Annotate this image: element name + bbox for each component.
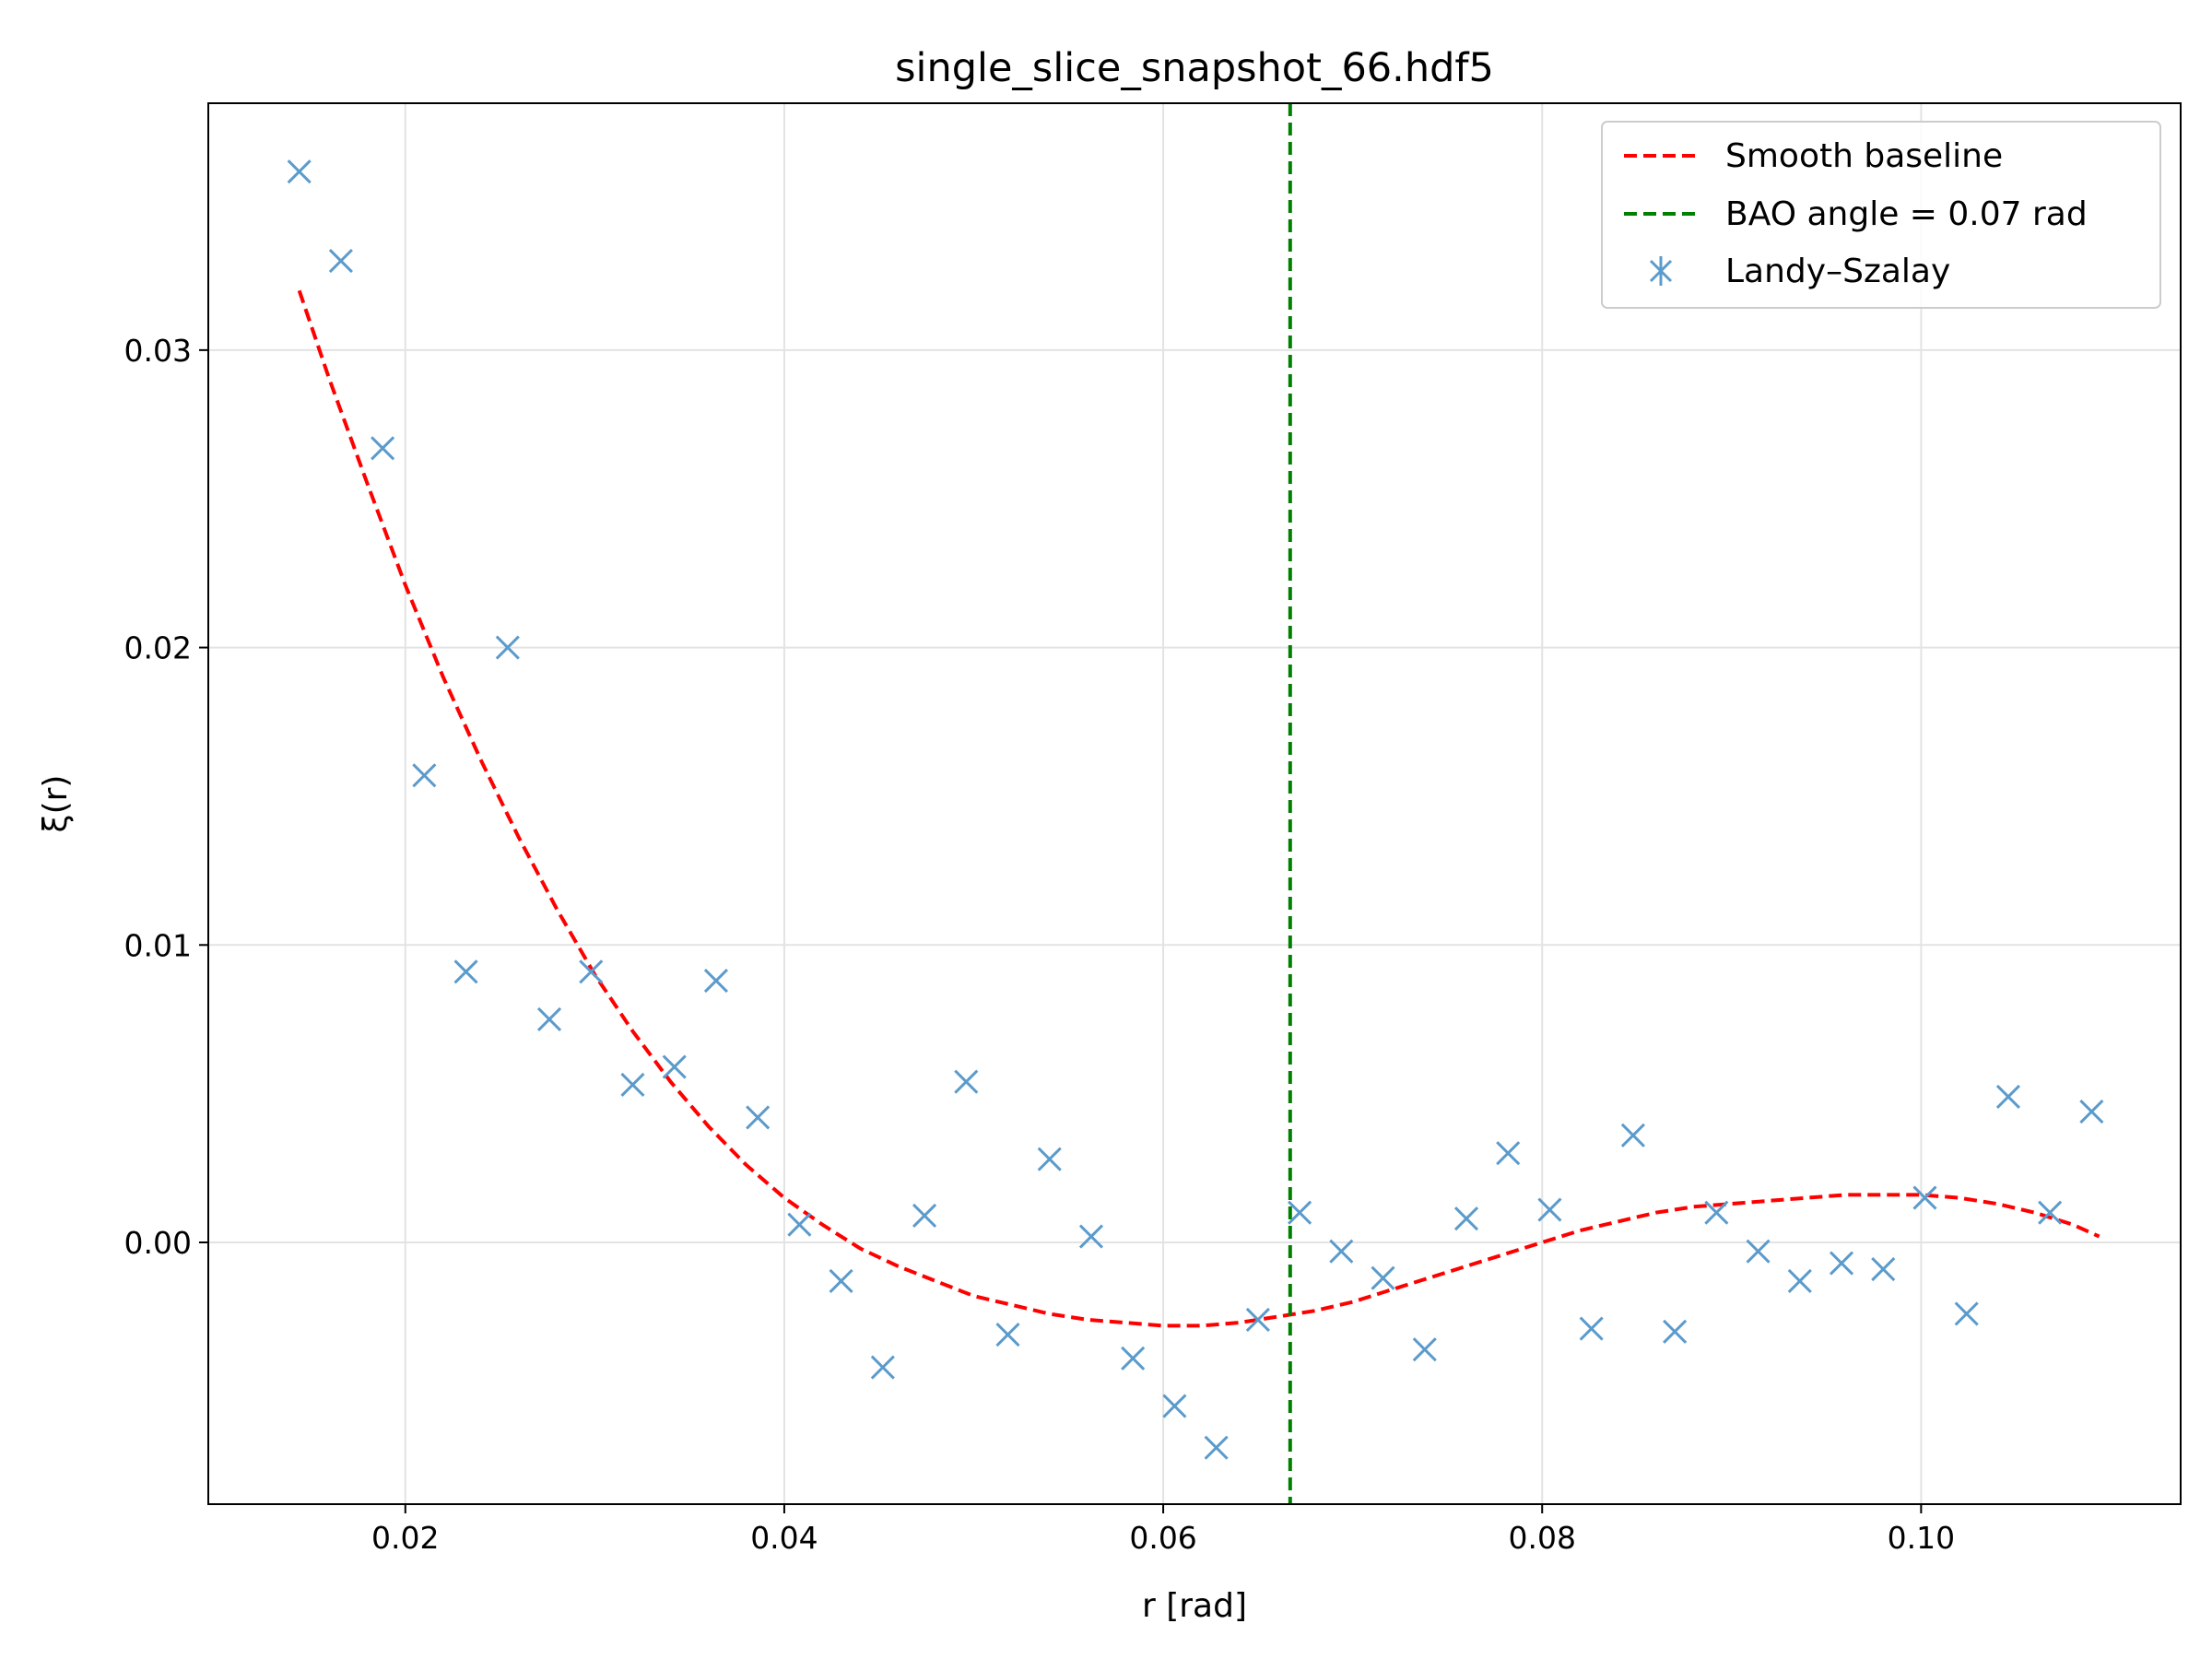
data-point — [453, 959, 478, 984]
data-point — [746, 1105, 771, 1130]
x-tick-label: 0.06 — [1129, 1520, 1196, 1556]
x-tick-label: 0.10 — [1888, 1520, 1955, 1556]
legend-label-points: Landy–Szalay — [1725, 253, 1950, 290]
grid-lines — [208, 103, 2181, 1504]
x-tick-label: 0.02 — [371, 1520, 439, 1556]
data-point — [2079, 1099, 2104, 1124]
data-point — [787, 1212, 812, 1237]
data-point — [1704, 1200, 1729, 1225]
data-point — [662, 1054, 687, 1079]
legend-label-bao: BAO angle = 0.07 rad — [1725, 195, 2088, 233]
plot-frame — [207, 102, 2182, 1505]
data-point — [495, 635, 520, 660]
data-point — [371, 436, 395, 461]
data-point — [2038, 1200, 2063, 1225]
data-point — [1453, 1206, 1479, 1231]
legend-swatch-points — [1649, 256, 1673, 286]
plot-background — [208, 103, 2181, 1504]
data-point — [1329, 1239, 1354, 1264]
chart-title: single_slice_snapshot_66.hdf5 — [895, 45, 1494, 91]
data-point — [1995, 1084, 2020, 1109]
data-point — [703, 968, 728, 994]
legend-box — [1601, 121, 2161, 309]
data-point — [1579, 1316, 1604, 1341]
data-point — [995, 1322, 1020, 1347]
data-point — [1746, 1239, 1771, 1264]
data-point — [1787, 1268, 1812, 1294]
data-point — [1912, 1185, 1937, 1210]
y-axis-label: ξ(r) — [37, 775, 75, 833]
data-point — [536, 1006, 562, 1032]
x-axis-ticks: 0.02 0.04 0.06 0.08 0.10 — [371, 1504, 1955, 1556]
data-layer — [287, 103, 2104, 1504]
data-point — [412, 763, 437, 788]
x-tick-label: 0.04 — [750, 1520, 818, 1556]
x-axis-label: r [rad] — [1142, 1587, 1247, 1625]
data-point — [1245, 1307, 1270, 1332]
data-point — [1663, 1319, 1688, 1344]
data-point — [579, 959, 604, 984]
data-point — [1288, 1200, 1312, 1225]
data-point — [1162, 1394, 1187, 1418]
x-tick-label: 0.08 — [1508, 1520, 1575, 1556]
y-tick-label: 0.00 — [124, 1225, 192, 1261]
data-point — [1078, 1224, 1104, 1249]
data-point — [1204, 1435, 1229, 1460]
data-point — [287, 159, 312, 184]
legend: Smooth baseline BAO angle = 0.07 rad Lan… — [1601, 121, 2161, 309]
y-tick-label: 0.02 — [124, 630, 192, 666]
data-point — [1871, 1256, 1896, 1282]
y-tick-label: 0.03 — [124, 333, 192, 369]
data-point — [1954, 1301, 1979, 1326]
data-point — [870, 1355, 895, 1380]
y-tick-label: 0.01 — [124, 927, 192, 963]
data-point — [829, 1268, 853, 1294]
data-point — [1537, 1197, 1562, 1222]
data-point — [912, 1203, 937, 1229]
y-axis-ticks: 0.00 0.01 0.02 0.03 — [124, 333, 208, 1261]
data-point — [620, 1072, 645, 1098]
landy-szalay-series — [287, 159, 2104, 1460]
data-point — [1371, 1265, 1395, 1290]
data-point — [328, 248, 353, 274]
data-point — [1496, 1141, 1521, 1166]
data-point — [1121, 1346, 1146, 1371]
plot-area: 0.02 0.04 0.06 0.08 0.10 0.00 0.01 0.02 0.03 — [124, 102, 2182, 1556]
data-point — [1412, 1337, 1437, 1362]
data-point — [1620, 1123, 1645, 1147]
data-point — [1829, 1251, 1854, 1276]
legend-label-baseline: Smooth baseline — [1725, 137, 2003, 175]
data-point — [954, 1069, 979, 1094]
data-point — [1037, 1147, 1062, 1171]
